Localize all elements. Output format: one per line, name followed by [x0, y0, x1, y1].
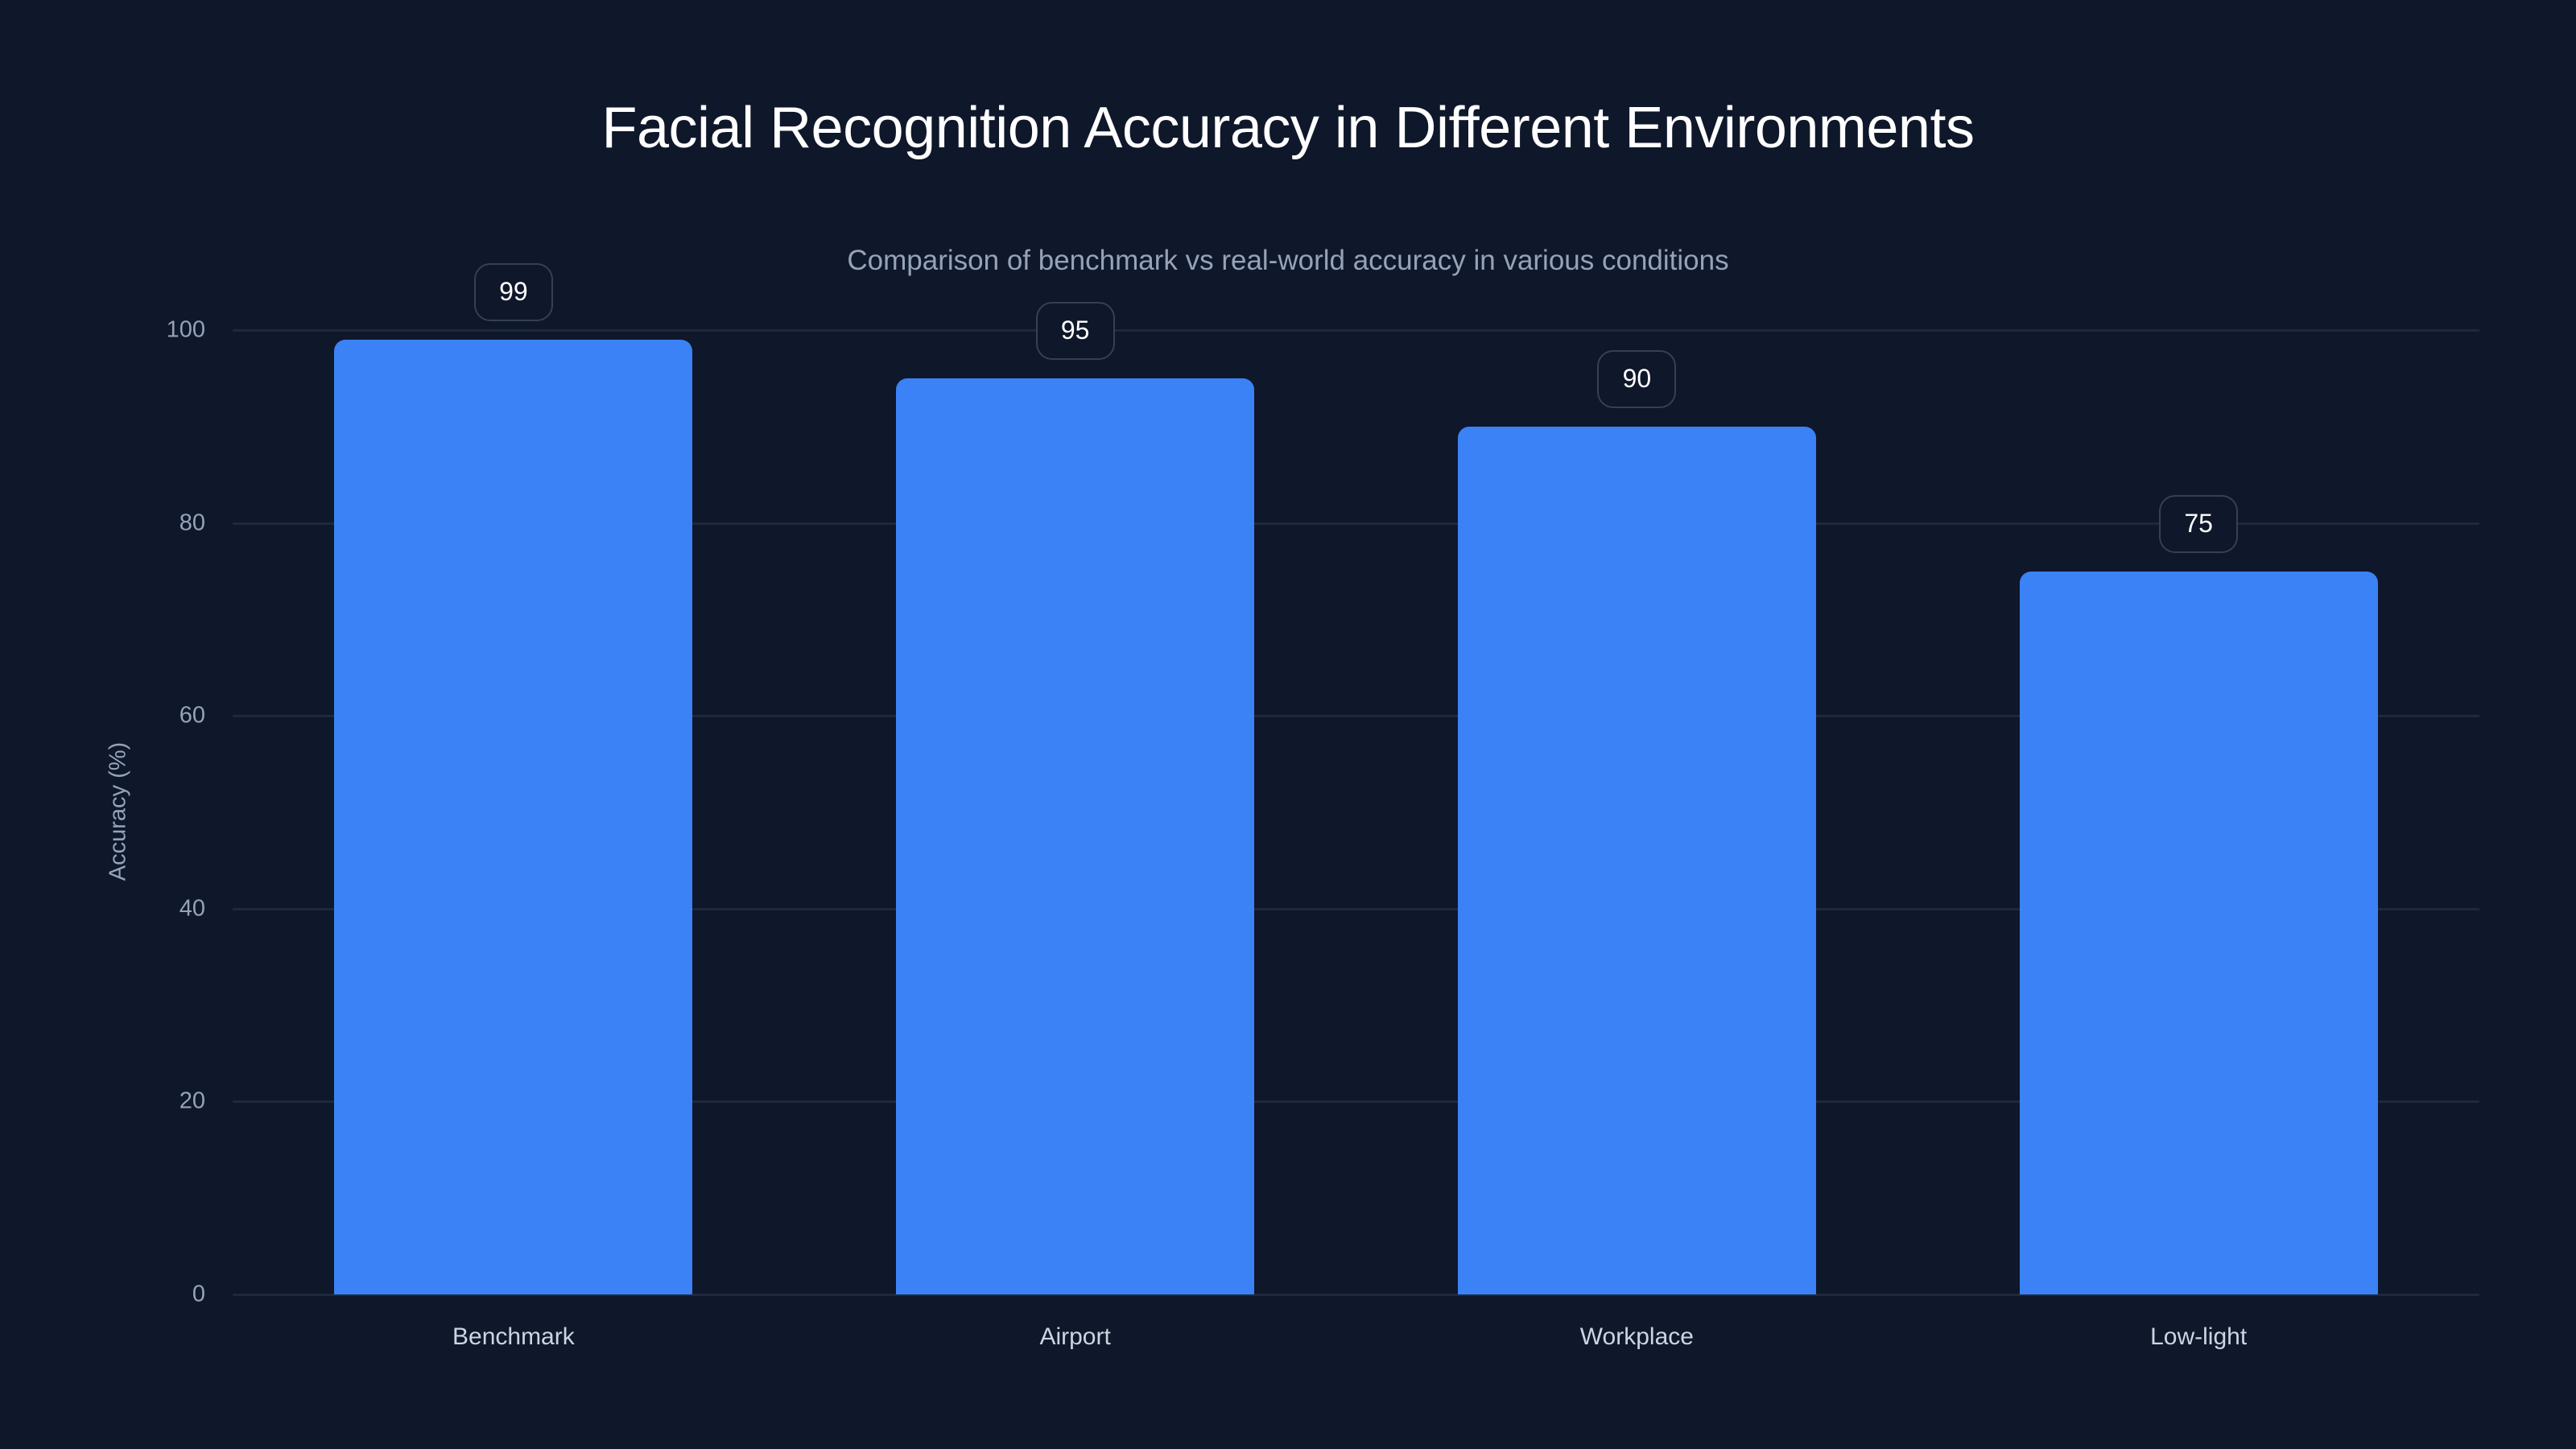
- bar-low-light[interactable]: [2019, 571, 2378, 1294]
- y-tick-label: 20: [179, 1088, 205, 1114]
- y-tick-label: 80: [179, 510, 205, 536]
- y-tick-label: 40: [179, 895, 205, 922]
- gridline: [233, 715, 2479, 718]
- data-label: 95: [1035, 301, 1115, 360]
- chart-subtitle: Comparison of benchmark vs real-world ac…: [847, 245, 1729, 276]
- gridline: [233, 1294, 2479, 1296]
- gridline: [233, 522, 2479, 525]
- y-axis-label: Accuracy (%): [105, 741, 131, 881]
- x-tick-label: Low-light: [2150, 1323, 2248, 1350]
- plot-area: [233, 329, 2479, 1296]
- data-label: 75: [2159, 494, 2239, 553]
- data-label: 90: [1597, 349, 1677, 408]
- x-tick-label: Workplace: [1579, 1323, 1694, 1350]
- gridline: [233, 1100, 2479, 1104]
- data-label: 99: [473, 262, 553, 321]
- bar-workplace[interactable]: [1457, 426, 1816, 1294]
- x-tick-label: Benchmark: [452, 1323, 575, 1350]
- chart-title: Facial Recognition Accuracy in Different…: [601, 96, 1975, 160]
- bar-airport[interactable]: [896, 378, 1255, 1294]
- y-tick-label: 100: [166, 316, 205, 343]
- x-tick-label: Airport: [1039, 1323, 1111, 1350]
- gridline: [233, 329, 2479, 332]
- bar-benchmark[interactable]: [334, 339, 693, 1294]
- y-tick-label: 60: [179, 702, 205, 729]
- y-tick-label: 0: [192, 1281, 205, 1307]
- gridline: [233, 907, 2479, 910]
